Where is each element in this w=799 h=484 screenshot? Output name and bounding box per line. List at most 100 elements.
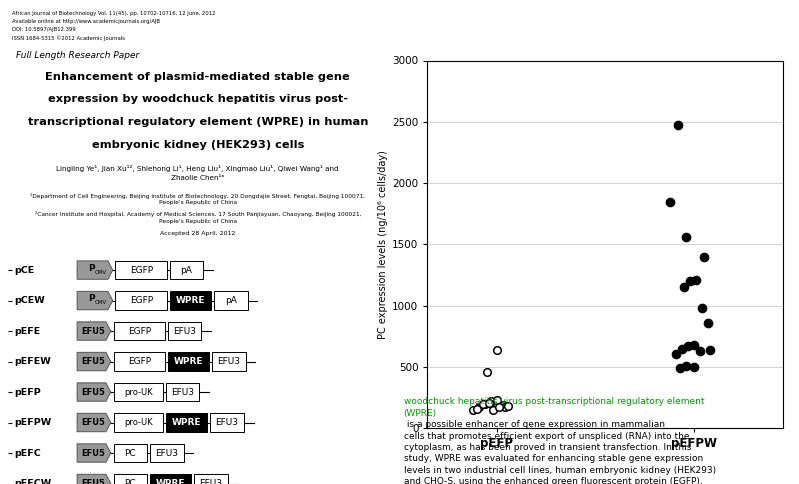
Point	[676, 345, 689, 352]
Text: EFU3: EFU3	[173, 327, 196, 335]
Text: expression by woodchuck hepatitis virus post-: expression by woodchuck hepatitis virus …	[48, 94, 348, 105]
Point	[678, 284, 690, 291]
Text: P: P	[89, 264, 95, 272]
Bar	[150, 474, 192, 484]
Polygon shape	[78, 413, 111, 432]
Text: People's Republic of China: People's Republic of China	[159, 219, 237, 224]
Text: study, WPRE was evaluated for enhancing stable gene expression: study, WPRE was evaluated for enhancing …	[403, 454, 703, 464]
Point	[496, 401, 509, 409]
Text: PC: PC	[125, 449, 136, 457]
Bar	[113, 352, 165, 371]
Point	[502, 402, 515, 409]
Text: (WPRE): (WPRE)	[403, 408, 437, 418]
Text: ²Cancer Institute and Hospital, Academy of Medical Sciences, 17 South Panjiayuan: ²Cancer Institute and Hospital, Academy …	[34, 211, 361, 217]
Point	[702, 319, 714, 327]
Point	[682, 342, 694, 350]
Text: woodchuck hepatitis virus post-transcriptional regulatory element: woodchuck hepatitis virus post-transcrip…	[403, 397, 704, 406]
Text: WPRE: WPRE	[173, 357, 203, 366]
Text: levels in two industrial cell lines, human embryonic kidney (HEK293): levels in two industrial cell lines, hum…	[403, 466, 716, 475]
Text: pro-UK: pro-UK	[124, 388, 153, 396]
Bar	[150, 444, 184, 462]
Point	[688, 363, 701, 371]
Bar	[168, 352, 209, 371]
Text: WPRE: WPRE	[176, 296, 205, 305]
Point	[472, 404, 485, 411]
Text: pEFCW: pEFCW	[14, 479, 51, 484]
Text: is a possible enhancer of gene expression in mammalian: is a possible enhancer of gene expressio…	[403, 420, 665, 429]
Point	[467, 406, 479, 414]
Text: Available online at http://www.academicjournals.org/AJB: Available online at http://www.academicj…	[12, 19, 160, 24]
Text: EFU3: EFU3	[215, 418, 238, 427]
Text: pEFC: pEFC	[14, 449, 41, 457]
Polygon shape	[78, 291, 113, 310]
Bar	[168, 322, 201, 340]
Text: pEFE: pEFE	[14, 327, 40, 335]
Text: cytoplasm, as has been proved in transient transfection. In this: cytoplasm, as has been proved in transie…	[403, 443, 691, 452]
Point	[672, 121, 685, 129]
Polygon shape	[78, 261, 113, 279]
Polygon shape	[78, 352, 111, 371]
Text: PC: PC	[125, 479, 136, 484]
Polygon shape	[78, 474, 111, 484]
Bar	[113, 413, 163, 432]
Text: People's Republic of China: People's Republic of China	[159, 200, 237, 205]
Text: WPRE: WPRE	[172, 418, 201, 427]
Point	[664, 197, 677, 205]
Text: pro-UK: pro-UK	[124, 418, 153, 427]
Text: EGFP: EGFP	[129, 266, 153, 274]
Point	[487, 406, 499, 414]
Text: pCEW: pCEW	[14, 296, 45, 305]
Text: Lingling Ye¹, Jian Xu¹², Shiehong Li¹, Heng Liu¹, Xingmao Liu¹, Qiwei Wang¹ and: Lingling Ye¹, Jian Xu¹², Shiehong Li¹, H…	[57, 165, 339, 172]
Text: pEFEW: pEFEW	[14, 357, 50, 366]
Bar	[194, 474, 228, 484]
Text: pA: pA	[181, 266, 193, 274]
Bar	[113, 322, 165, 340]
Text: pCE: pCE	[14, 266, 34, 274]
Text: EFU3: EFU3	[200, 479, 222, 484]
Point	[698, 253, 710, 260]
Text: EGFP: EGFP	[129, 296, 153, 305]
Bar	[212, 352, 245, 371]
Text: EFU5: EFU5	[81, 418, 105, 427]
Text: Enhancement of plasmid-mediated stable gene: Enhancement of plasmid-mediated stable g…	[46, 72, 350, 82]
Text: Accepted 28 April, 2012: Accepted 28 April, 2012	[160, 231, 236, 236]
Text: P: P	[89, 294, 95, 303]
Point	[694, 347, 706, 355]
Point	[492, 403, 505, 411]
Text: pA: pA	[225, 296, 237, 305]
Text: pEFP: pEFP	[14, 388, 41, 396]
Text: transcriptional regulatory element (WPRE) in human: transcriptional regulatory element (WPRE…	[27, 117, 368, 127]
Point	[704, 346, 717, 354]
Text: Full Length Research Paper: Full Length Research Paper	[16, 51, 139, 60]
Point	[684, 277, 697, 285]
Polygon shape	[78, 383, 111, 401]
Bar	[113, 474, 147, 484]
Bar	[214, 291, 248, 310]
Text: WPRE: WPRE	[156, 479, 185, 484]
Bar	[165, 413, 207, 432]
Text: African Journal of Biotechnology Vol. 11(45), pp. 10702-10716, 12 June, 2012: African Journal of Biotechnology Vol. 11…	[12, 11, 216, 15]
Text: EGFP: EGFP	[128, 357, 151, 366]
Point	[491, 402, 503, 410]
Text: cells that promotes efficient export of unspliced (RNA) into the: cells that promotes efficient export of …	[403, 432, 689, 440]
Bar	[169, 291, 211, 310]
Point	[690, 276, 702, 284]
Text: ISSN 1684-5315 ©2012 Academic Journals: ISSN 1684-5315 ©2012 Academic Journals	[12, 35, 125, 41]
Y-axis label: PC expression levels (ng/10⁶ cells/day): PC expression levels (ng/10⁶ cells/day)	[378, 150, 388, 339]
Text: CMV: CMV	[95, 270, 107, 274]
Text: Zhaolie Chen¹ᵃ: Zhaolie Chen¹ᵃ	[171, 175, 225, 181]
Point	[674, 364, 686, 372]
Point	[480, 368, 493, 376]
Point	[491, 346, 503, 354]
Text: embryonic kidney (HEK293) cells: embryonic kidney (HEK293) cells	[92, 140, 304, 150]
Bar	[165, 383, 199, 401]
Text: EFU3: EFU3	[217, 357, 240, 366]
Bar	[113, 444, 147, 462]
Text: EFU5: EFU5	[81, 479, 105, 484]
Text: EFU3: EFU3	[155, 449, 178, 457]
Polygon shape	[78, 444, 111, 462]
Bar	[116, 291, 167, 310]
Point	[479, 400, 491, 408]
Point	[476, 400, 489, 408]
Point	[696, 304, 709, 312]
